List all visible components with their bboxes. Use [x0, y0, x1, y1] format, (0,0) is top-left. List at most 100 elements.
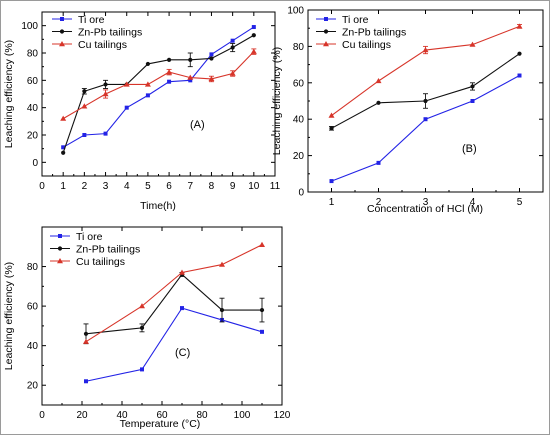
data-point [188, 57, 193, 62]
x-tick-label: 9 [230, 181, 236, 192]
y-tick-label: 80 [27, 262, 39, 273]
data-point [84, 379, 88, 384]
x-tick-label: 10 [248, 181, 260, 192]
data-point [208, 75, 215, 82]
data-point [139, 303, 145, 309]
data-point [103, 131, 108, 136]
x-tick-label: 5 [517, 197, 523, 208]
data-point [145, 61, 151, 67]
y-tick-label: 0 [32, 158, 38, 169]
x-tick-label: 4 [470, 197, 476, 208]
series-line [62, 34, 255, 153]
y-tick-label: 100 [287, 6, 304, 17]
legend-marker [57, 246, 63, 251]
panel-b: 1 2 3 4 5 0 20 40 60 80 100 Concentration of HCl (M… [271, 6, 544, 215]
x-tick-label: 4 [124, 181, 130, 192]
panel-label: (A) [190, 119, 205, 131]
data-point [83, 338, 89, 344]
data-point [140, 367, 144, 372]
data-point [469, 41, 476, 47]
data-point [123, 81, 130, 87]
data-point [167, 79, 172, 84]
y-tick-label: 0 [298, 188, 304, 199]
y-tick-label: 100 [21, 21, 38, 32]
data-point [329, 126, 334, 131]
data-point [179, 269, 185, 275]
x-tick-label: 3 [423, 197, 429, 208]
legend-label: Ti ore [76, 231, 103, 243]
x-tick-label: 60 [156, 410, 168, 421]
y-tick-label: 60 [27, 302, 39, 313]
data-point [230, 38, 235, 43]
x-tick-label: 1 [60, 181, 66, 192]
data-point [102, 91, 109, 97]
legend-label: Zn-Pb tailings [342, 26, 406, 38]
y-tick-label: 40 [27, 341, 39, 352]
x-tick-label: 40 [116, 410, 128, 421]
x-tick-label: 11 [270, 181, 281, 192]
data-point [470, 99, 475, 103]
x-tick-label: 20 [76, 410, 88, 421]
x-tick-label: 5 [145, 181, 151, 192]
data-point [516, 23, 523, 29]
series-line [62, 51, 255, 120]
data-point [61, 150, 66, 155]
legend-marker [57, 258, 63, 264]
data-point [209, 52, 214, 57]
legend-label: Ti ore [342, 14, 369, 26]
data-point [103, 82, 108, 87]
legend-marker [58, 234, 62, 238]
data-point [83, 331, 89, 336]
data-point [187, 74, 194, 80]
data-point [60, 115, 67, 121]
data-point [209, 56, 214, 61]
data-point [180, 306, 184, 311]
data-point [188, 78, 193, 83]
panel-a: 0 1 2 3 4 5 6 7 8 9 10 11 0 20 40 60 80 100 Time(h) Leachin… [3, 11, 281, 212]
data-point [423, 98, 428, 104]
panel-label: (B) [462, 143, 477, 155]
data-point [229, 70, 236, 76]
data-point [259, 307, 265, 313]
legend-marker [323, 41, 329, 47]
data-point [81, 103, 88, 109]
legend-label: Ti ore [78, 14, 105, 26]
x-axis-title: Time(h) [140, 200, 176, 212]
legend-marker [323, 29, 329, 34]
legend-marker [59, 29, 65, 34]
data-point [251, 33, 256, 38]
data-point [219, 307, 225, 313]
y-axis-title: Leaching efficiency (%) [3, 40, 15, 148]
data-point [82, 133, 87, 137]
x-tick-label: 7 [187, 181, 193, 192]
x-tick-label: 2 [376, 197, 382, 208]
data-point [166, 57, 172, 62]
y-tick-label: 40 [27, 103, 39, 114]
data-point [250, 48, 257, 54]
data-point [251, 25, 256, 30]
data-point [375, 77, 382, 84]
data-point [376, 160, 381, 165]
data-point [145, 93, 150, 98]
y-tick-label: 20 [293, 151, 305, 162]
y-tick-label: 80 [293, 42, 305, 53]
data-point [376, 100, 381, 105]
data-point [124, 105, 129, 110]
data-point [329, 179, 334, 184]
data-point [470, 84, 475, 89]
legend-label: Zn-Pb tailings [76, 243, 140, 255]
data-point [259, 241, 265, 247]
x-axis-title: Temperature (°C) [120, 418, 201, 430]
x-axis-title: Concentration of HCl (M) [367, 203, 483, 215]
y-tick-label: 60 [293, 78, 305, 89]
y-tick-label: 20 [27, 381, 39, 392]
legend-marker [324, 17, 328, 21]
data-point [166, 69, 173, 75]
legend-label: Cu tailings [78, 39, 127, 51]
y-tick-label: 20 [27, 131, 39, 142]
x-tick-label: 6 [166, 181, 172, 192]
y-tick-label: 80 [27, 49, 39, 60]
y-axis-title: Leaching efficiency (%) [3, 262, 15, 370]
